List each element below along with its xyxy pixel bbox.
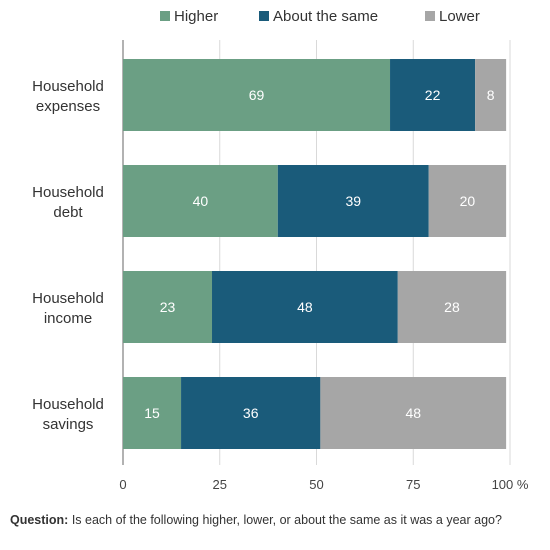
category-label-1: Household debt: [32, 184, 104, 221]
bar-0-2: [475, 59, 507, 131]
bar-label-0-2: 8: [487, 87, 495, 103]
bar-2-1: [212, 271, 398, 343]
legend-label-1: About the same: [273, 8, 378, 25]
bar-3-1: [181, 377, 321, 449]
bar-label-0-1: 22: [425, 87, 441, 103]
category-label-0: Household expenses: [32, 78, 104, 115]
legend-swatch-1: [259, 11, 269, 21]
question-note: Question: Is each of the following highe…: [10, 512, 540, 529]
bar-label-2-2: 28: [444, 299, 460, 315]
question-text: Is each of the following higher, lower, …: [68, 513, 502, 527]
bar-2-0: [123, 271, 213, 343]
legend: Higher About the same Lower: [160, 8, 480, 25]
stacked-bar-chart: Higher About the same Lower 69 22 8 40 39 20 23 4…: [32, 8, 529, 492]
bar-label-1-1: 39: [345, 193, 361, 209]
tick-label-25: 25: [213, 477, 227, 492]
tick-label-50: 50: [309, 477, 323, 492]
bar-0-0: [123, 59, 391, 131]
bars: 69 22 8 40 39 20 23 48 28 15 36 48: [123, 59, 507, 449]
category-label-3: Household savings: [32, 396, 104, 433]
tick-label-100: 100 %: [492, 477, 529, 492]
bar-label-2-0: 23: [160, 299, 176, 315]
tick-label-75: 75: [406, 477, 420, 492]
bar-0-1: [390, 59, 476, 131]
bar-1-1: [277, 165, 429, 237]
legend-label-0: Higher: [174, 8, 218, 25]
legend-label-2: Lower: [439, 8, 480, 25]
bar-label-0-0: 69: [249, 87, 265, 103]
legend-swatch-2: [425, 11, 435, 21]
bar-1-0: [123, 165, 278, 237]
bar-label-3-0: 15: [144, 405, 160, 421]
tick-label-0: 0: [119, 477, 126, 492]
bar-label-1-0: 40: [193, 193, 209, 209]
bar-label-1-2: 20: [460, 193, 476, 209]
bar-label-3-1: 36: [243, 405, 259, 421]
category-labels: Household expenses Household debt Household i…: [32, 78, 104, 433]
bar-3-0: [123, 377, 182, 449]
bar-label-3-2: 48: [405, 405, 421, 421]
bar-label-2-1: 48: [297, 299, 313, 315]
legend-swatch-0: [160, 11, 170, 21]
question-label: Question:: [10, 513, 69, 527]
bar-1-2: [428, 165, 507, 237]
x-axis-ticks: 0 25 50 75 100 %: [119, 477, 528, 492]
bar-2-2: [397, 271, 507, 343]
category-label-2: Household income: [32, 290, 104, 327]
bar-3-2: [320, 377, 507, 449]
